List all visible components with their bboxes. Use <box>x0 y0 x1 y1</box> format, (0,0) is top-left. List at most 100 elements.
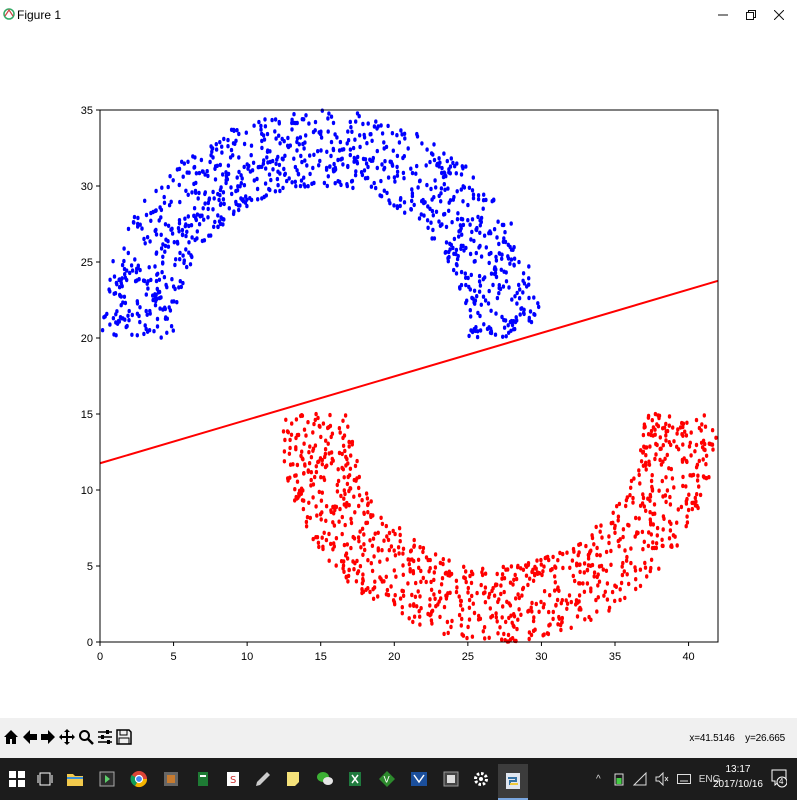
blue-data-point <box>163 222 168 227</box>
show-hidden-icons-icon[interactable]: ^ <box>596 773 601 785</box>
blue-data-point <box>447 200 451 205</box>
start-button[interactable] <box>2 764 32 794</box>
blue-data-point <box>143 241 147 246</box>
taskbar-python[interactable] <box>498 764 528 800</box>
battery-icon[interactable] <box>613 772 625 786</box>
taskbar-slides[interactable]: S <box>218 764 248 794</box>
blue-data-point <box>502 317 506 323</box>
taskbar-chrome[interactable] <box>124 764 154 794</box>
red-data-point <box>479 582 483 588</box>
red-data-point <box>507 615 511 621</box>
blue-data-point <box>172 240 176 245</box>
red-data-point <box>700 422 704 427</box>
blue-data-point <box>263 117 267 122</box>
red-data-point <box>449 624 453 630</box>
red-data-point <box>661 543 665 549</box>
figure-canvas[interactable]: 0 5 10 15 20 25 30 35 40 0 5 10 15 20 25 30 35 <box>0 30 797 718</box>
red-data-point <box>644 467 648 472</box>
blue-data-point <box>265 149 270 154</box>
blue-data-point <box>282 166 286 172</box>
red-data-point <box>609 562 613 567</box>
red-data-point <box>314 535 318 540</box>
blue-data-point <box>126 313 130 318</box>
blue-data-point <box>475 334 480 340</box>
back-button[interactable] <box>21 726 39 748</box>
save-button[interactable] <box>115 726 133 748</box>
blue-data-point <box>126 226 131 232</box>
blue-data-point <box>283 172 287 177</box>
taskbar-app-1[interactable] <box>156 764 186 794</box>
taskbar-media-player[interactable] <box>92 764 122 794</box>
taskbar-notes[interactable] <box>278 764 308 794</box>
blue-data-point <box>463 271 467 276</box>
blue-data-point <box>519 306 523 311</box>
blue-data-point <box>457 234 461 239</box>
blue-data-point <box>214 142 218 147</box>
blue-data-point <box>474 227 478 232</box>
restore-button[interactable] <box>729 0 773 30</box>
red-data-point <box>672 439 676 444</box>
configure-subplots-button[interactable] <box>96 726 114 748</box>
blue-data-point <box>203 191 207 197</box>
forward-button[interactable] <box>39 726 57 748</box>
zoom-button[interactable] <box>77 726 95 748</box>
action-center-button[interactable]: 4 <box>771 768 788 788</box>
red-data-point <box>410 592 414 598</box>
blue-data-point <box>154 298 158 304</box>
red-data-point <box>338 430 342 435</box>
blue-data-point <box>402 176 406 181</box>
blue-data-point <box>471 196 476 201</box>
blue-data-point <box>201 206 205 211</box>
blue-data-point <box>455 189 459 194</box>
taskbar-pen[interactable] <box>248 764 278 794</box>
red-data-point <box>694 499 698 504</box>
keyboard-icon[interactable] <box>676 773 691 785</box>
red-data-point <box>711 447 715 452</box>
red-data-point <box>643 445 647 450</box>
taskbar-file-explorer[interactable] <box>60 764 90 794</box>
blue-data-point <box>119 278 123 283</box>
home-button[interactable] <box>2 726 20 748</box>
red-data-point <box>502 576 507 581</box>
taskbar-settings[interactable] <box>466 764 496 794</box>
red-data-point <box>616 514 621 519</box>
network-icon[interactable] <box>632 772 647 786</box>
taskbar-app-3[interactable] <box>404 764 434 794</box>
blue-data-point <box>286 144 291 150</box>
red-data-point <box>324 518 328 523</box>
red-data-point <box>466 585 470 591</box>
pan-button[interactable] <box>58 726 76 748</box>
taskbar-wechat[interactable] <box>310 764 340 794</box>
blue-data-point <box>536 301 540 306</box>
red-data-point <box>665 488 670 493</box>
taskbar-app-2[interactable] <box>188 764 218 794</box>
red-data-point <box>408 557 412 562</box>
red-data-point <box>710 428 715 433</box>
blue-data-point <box>178 199 182 205</box>
taskbar-excel[interactable] <box>340 764 370 794</box>
red-data-point <box>464 569 468 574</box>
taskbar-app-4[interactable] <box>436 764 466 794</box>
red-data-point <box>658 446 662 452</box>
red-data-point <box>380 521 385 527</box>
blue-data-point <box>169 324 174 329</box>
blue-data-point <box>224 174 229 179</box>
red-data-point <box>340 451 344 457</box>
blue-data-point <box>126 250 130 256</box>
red-data-point <box>531 618 536 624</box>
minimize-button[interactable] <box>701 0 745 30</box>
red-data-point <box>412 602 416 607</box>
red-data-point <box>693 495 697 501</box>
red-data-point <box>642 504 646 509</box>
taskbar-vim[interactable]: V <box>372 764 402 794</box>
blue-data-point <box>443 187 447 192</box>
red-data-point <box>643 560 647 566</box>
blue-data-point <box>260 138 264 144</box>
close-button[interactable] <box>757 0 797 30</box>
system-clock[interactable]: 13:17 2017/10/16 <box>713 762 763 792</box>
volume-icon[interactable] <box>655 772 669 786</box>
language-indicator[interactable]: ENG <box>698 773 721 785</box>
red-data-point <box>487 595 491 600</box>
task-view-button[interactable] <box>30 764 60 794</box>
